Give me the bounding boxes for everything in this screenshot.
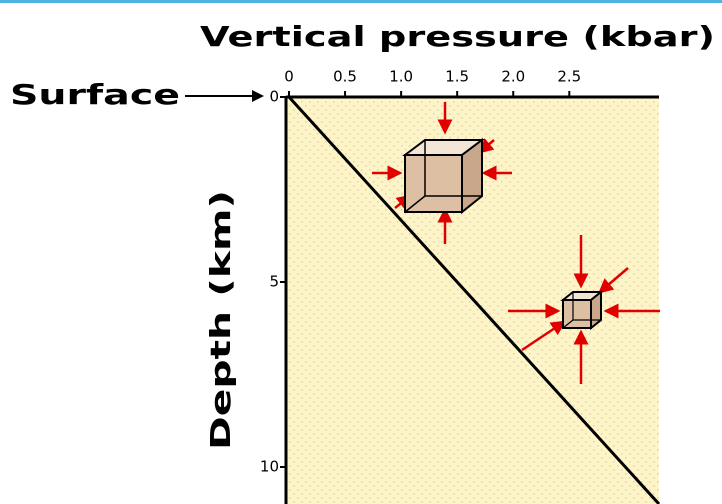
x-tick-label: 2.5 (557, 68, 581, 86)
x-tick-label: 1.5 (445, 68, 469, 86)
x-tick-label: 2.0 (501, 68, 525, 86)
y-tick-label: 5 (269, 273, 279, 291)
y-tick-label: 0 (269, 88, 279, 106)
y-tick-label: 10 (260, 458, 279, 476)
y-axis-title: Depth (km) (204, 190, 237, 450)
top-border (0, 0, 722, 3)
x-axis-title: Vertical pressure (kbar) (200, 20, 715, 53)
depth-pressure-line (287, 95, 661, 504)
surface-label: Surface (10, 78, 180, 111)
pressure-cubes (372, 102, 660, 384)
x-tick-label: 1.0 (389, 68, 413, 86)
x-tick-label: 0 (284, 68, 294, 86)
x-tick-label: 0.5 (333, 68, 357, 86)
